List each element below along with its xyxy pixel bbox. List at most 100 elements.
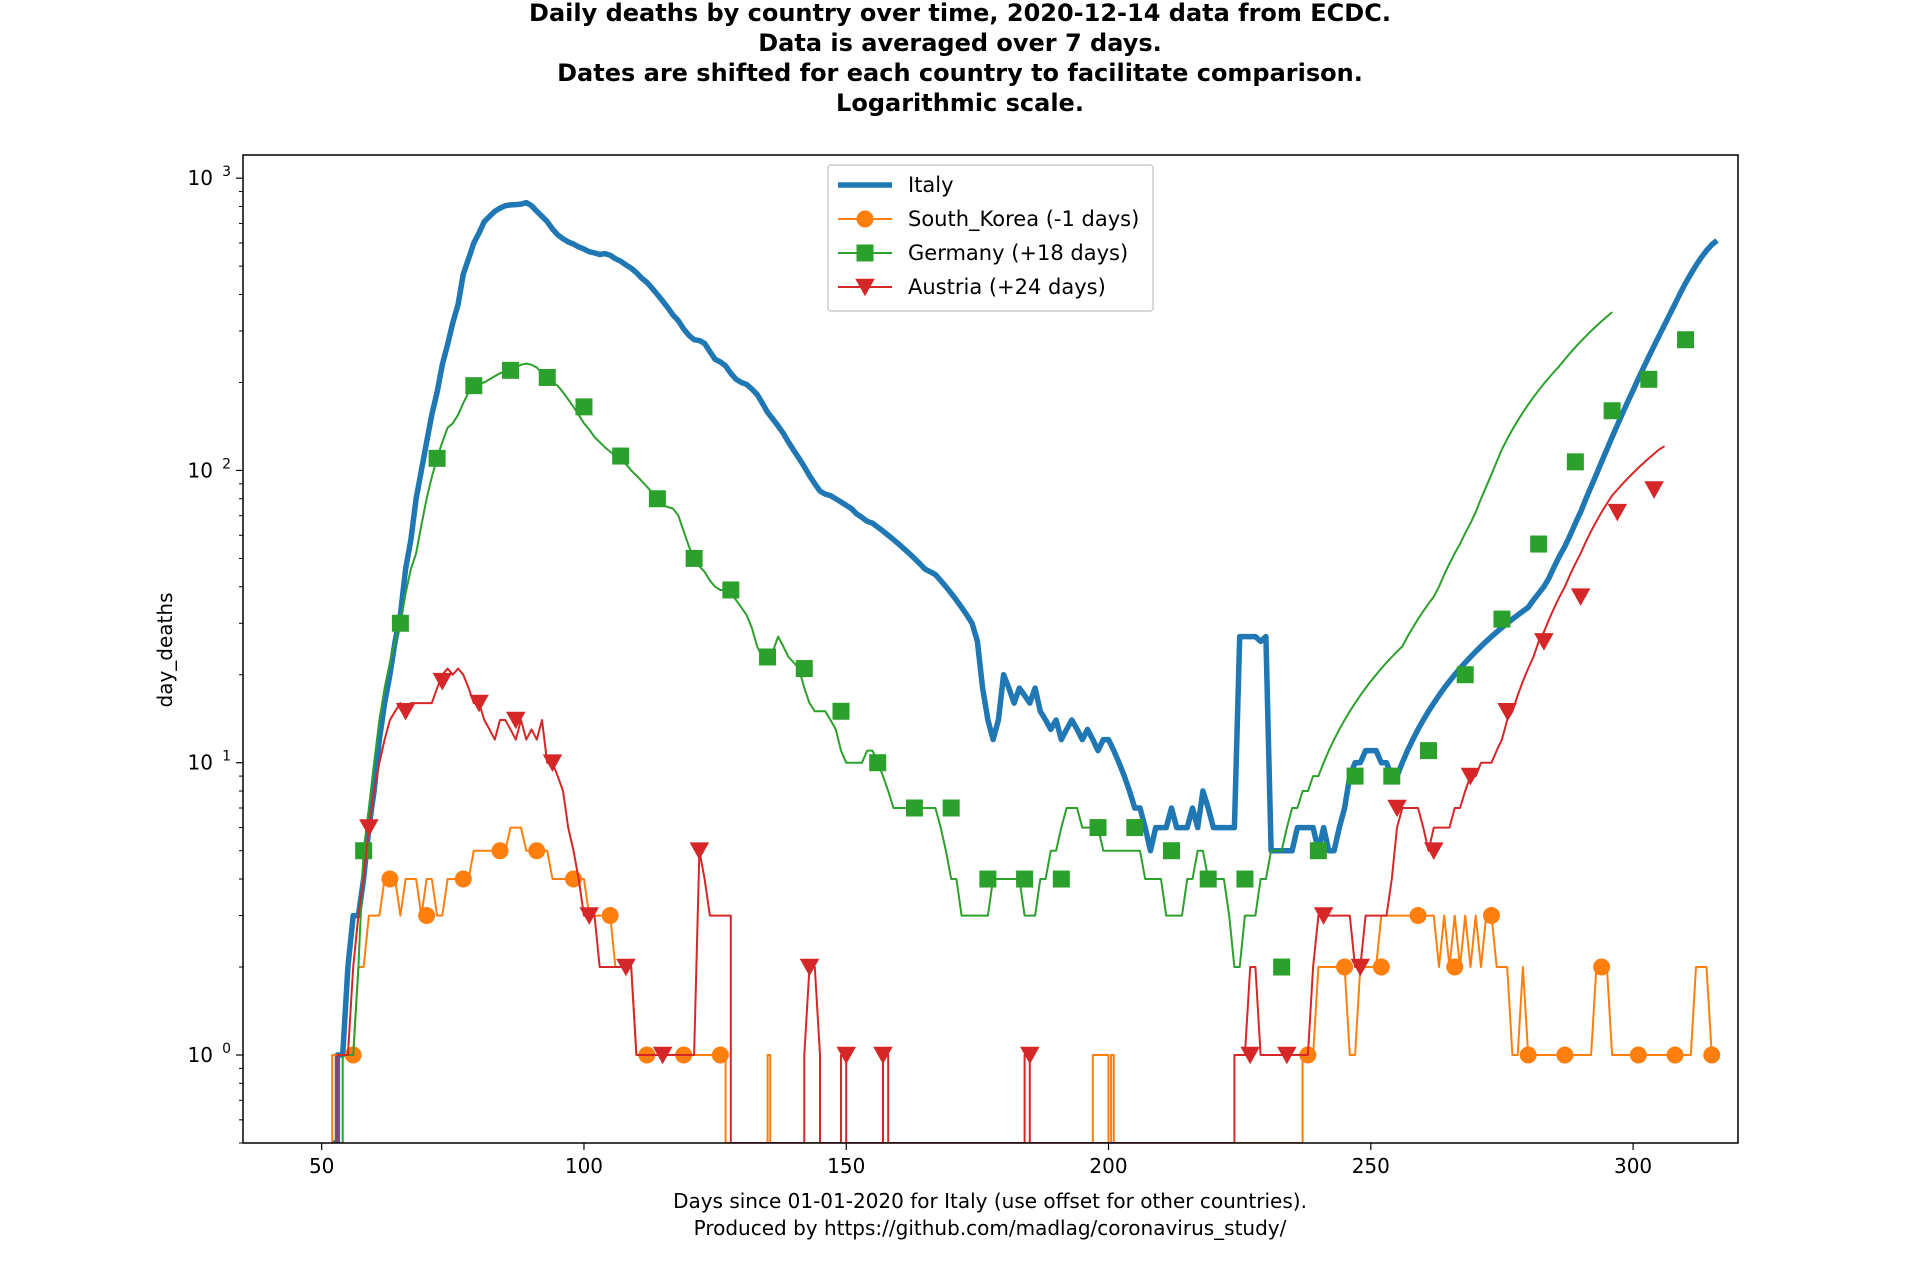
x-axis-label: Days since 01-01-2020 for Italy (use off… [673,1189,1307,1240]
data-point [1016,870,1034,888]
data-point [1607,503,1628,522]
data-point [836,1046,857,1065]
data-point [1556,1046,1574,1064]
data-point [905,799,923,817]
title-line: Daily deaths by country over time, 2020-… [529,0,1391,27]
x-tick-label: 250 [1352,1154,1390,1178]
data-point [395,702,416,721]
legend-item: Austria (+24 days) [838,275,1106,299]
y-tick-label: 10 [188,1043,213,1067]
data-point [1162,842,1180,860]
data-point [1383,767,1401,785]
data-point [685,549,703,567]
data-point [1446,958,1464,976]
data-point [469,694,489,713]
data-point [1482,907,1500,925]
data-point [612,447,630,465]
data-point [1644,481,1664,499]
x-tick-label: 150 [827,1154,865,1178]
data-point [1497,702,1517,721]
data-point [1603,402,1621,420]
data-point [1666,1046,1684,1064]
series-germany [341,311,1695,1143]
legend-label: South_Korea (-1 days) [908,207,1139,232]
x-tick-label: 200 [1089,1154,1127,1178]
data-point [795,660,813,678]
legend-label: Germany (+18 days) [908,241,1128,265]
y-tick-exponent: 3 [222,164,231,180]
data-point [502,361,520,379]
x-tick-label: 50 [309,1154,334,1178]
data-point [1199,870,1217,888]
data-point [579,907,599,925]
title-line: Dates are shifted for each country to fa… [557,59,1363,87]
data-point [1593,958,1611,976]
data-point [1387,799,1407,818]
data-point [1020,1046,1040,1065]
data-point [465,377,483,395]
data-point [1240,1046,1260,1065]
data-point [1460,767,1481,786]
data-point [1052,870,1070,888]
data-point [428,449,446,467]
data-point [381,870,399,888]
series-line [332,199,1719,1143]
data-point [1126,819,1144,837]
data-point [1677,331,1695,349]
data-point [979,870,997,888]
y-tick-label: 10 [188,458,213,482]
data-point [711,1046,729,1064]
data-point [869,754,887,772]
x-axis-label-line: Produced by https://github.com/madlag/co… [694,1216,1287,1240]
data-point [601,907,619,925]
data-point [1493,610,1511,628]
legend-marker [856,210,874,228]
x-axis: 50 100 150 200 250 300 [309,1143,1652,1178]
x-tick-label: 100 [565,1154,603,1178]
legend-label: Italy [908,173,954,197]
data-point [355,842,373,860]
x-axis-label-line: Days since 01-01-2020 for Italy (use off… [673,1189,1307,1213]
y-tick-exponent: 2 [222,456,231,472]
data-point [1336,958,1354,976]
legend-marker [856,244,874,262]
data-point [1346,767,1364,785]
data-point [1236,870,1254,888]
data-point [832,702,850,720]
data-point [538,368,556,386]
x-tick-label: 300 [1614,1154,1652,1178]
data-point [1277,1046,1297,1065]
data-point [652,1046,673,1065]
chart-title: Daily deaths by country over time, 2020-… [529,0,1391,117]
data-point [1629,1046,1647,1064]
data-point [722,581,740,599]
data-point [648,490,666,508]
plot-frame [242,154,1739,1144]
data-point [799,958,820,977]
data-point [359,819,379,837]
data-point [391,614,409,632]
data-point [1456,666,1474,684]
legend-marker [855,278,875,297]
data-point [942,799,960,817]
data-point [418,907,436,925]
plot-area [242,154,1739,1144]
data-point [528,842,546,860]
y-tick-exponent: 1 [222,749,231,765]
legend: Italy South_Korea (-1 days) Germany (+18 d… [827,164,1154,312]
data-point [542,754,563,773]
y-tick-label: 10 [188,751,213,775]
data-point [1273,958,1291,976]
series-austria [336,445,1666,1143]
legend-item: Italy [838,173,954,197]
data-point [1309,842,1327,860]
legend-frame [827,164,1154,312]
series-line [336,445,1666,1143]
data-point [689,842,710,860]
data-point [759,648,777,666]
data-point [454,870,472,888]
data-point [432,672,453,691]
data-point [1534,633,1554,651]
data-point [1703,1046,1721,1064]
